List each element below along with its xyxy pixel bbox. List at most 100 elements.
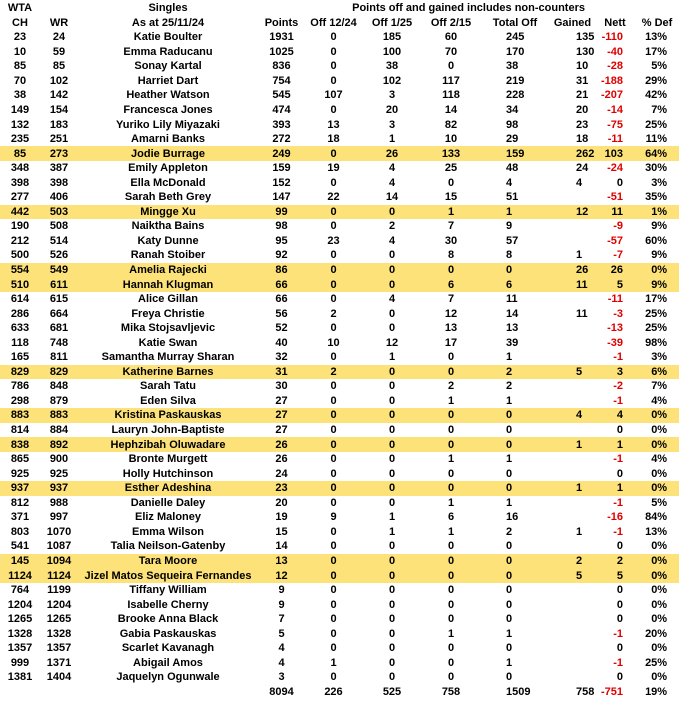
- table-cell: 2: [330, 307, 337, 320]
- table-cell: 277: [10, 191, 30, 204]
- table-cell: 132: [10, 118, 30, 131]
- table-cell: 0: [447, 351, 455, 364]
- table-cell: 82: [444, 118, 458, 131]
- table-cell: 997: [49, 511, 69, 524]
- player-name: Katie Boulter: [133, 31, 203, 44]
- table-row: 764 1199 Tiffany William 9 0 0 0 0 0 0%: [0, 583, 679, 598]
- table-row: 814 884 Lauryn John-Baptiste 27 0 0 0 0 0 0%: [0, 423, 679, 438]
- table-row: 286 664 Freya Christie 56 2 0 12 14 11 -3 25%: [0, 306, 679, 321]
- player-name: Sarah Tatu: [139, 380, 197, 393]
- player-name: Harriet Dart: [137, 74, 199, 87]
- column-header: CH: [12, 16, 28, 29]
- table-cell: 0: [330, 278, 337, 291]
- table-cell: 19%: [645, 685, 668, 698]
- table-cell: 25%: [645, 307, 668, 320]
- table-cell: 39: [506, 336, 519, 349]
- player-name: Amarni Banks: [131, 133, 205, 146]
- table-row: 70 102 Harriet Dart 754 0 102 117 219 31 -188 29%: [0, 74, 679, 89]
- table-cell: 70: [444, 45, 458, 58]
- player-name: Hephzibah Oluwadare: [110, 438, 226, 451]
- table-cell: [550, 452, 595, 467]
- table-cell: 159: [506, 147, 525, 160]
- table-cell: 2: [616, 554, 623, 567]
- table-cell: 0: [330, 671, 337, 684]
- table-cell: 398: [10, 176, 30, 189]
- table-cell: 503: [49, 205, 69, 218]
- table-cell: 0: [447, 540, 455, 553]
- table-cell: 398: [49, 176, 69, 189]
- table-row: 212 514 Katy Dunne 95 23 4 30 57 -57 60%: [0, 234, 679, 249]
- table-cell: 14: [444, 104, 458, 116]
- table-cell: -751: [600, 685, 623, 698]
- table-row: 1328 1328 Gabia Paskauskas 5 0 0 1 1 -1 20%: [0, 626, 679, 641]
- table-cell: 13: [444, 322, 458, 335]
- table-cell: 0: [447, 642, 455, 655]
- table-cell: 0: [330, 453, 337, 466]
- table-cell: 7: [447, 293, 455, 306]
- table-cell: 0: [388, 598, 396, 611]
- table-cell: 100: [382, 45, 402, 58]
- table-row: 838 892 Hephzibah Oluwadare 26 0 0 0 0 1 1 0%: [0, 437, 679, 452]
- table-cell: 15: [444, 191, 458, 204]
- table-cell: 59: [52, 45, 66, 58]
- table-cell: 25: [444, 162, 458, 175]
- table-cell: 0%: [651, 584, 668, 597]
- column-header: % Def: [641, 16, 673, 29]
- table-cell: 2: [506, 365, 513, 378]
- table-cell: 9: [278, 584, 285, 597]
- table-cell: 0: [388, 453, 396, 466]
- table-cell: -7: [613, 249, 623, 262]
- table-cell: 4: [576, 176, 583, 189]
- table-cell: [550, 321, 595, 336]
- table-cell: 92: [275, 249, 288, 262]
- player-name: Kristina Paskauskas: [114, 409, 222, 422]
- table-cell: 0: [330, 467, 337, 480]
- table-cell: 6%: [651, 365, 668, 378]
- table-cell: 1: [506, 627, 513, 640]
- table-cell: 999: [10, 656, 30, 669]
- table-cell: 0: [447, 409, 455, 422]
- table-cell: 20: [576, 104, 589, 116]
- table-cell: 1: [616, 482, 623, 495]
- table-row: 925 925 Holly Hutchinson 24 0 0 0 0 0 0%: [0, 466, 679, 481]
- table-cell: 0%: [651, 569, 668, 582]
- table-row: 1265 1265 Brooke Anna Black 7 0 0 0 0 0 0%: [0, 612, 679, 627]
- table-cell: -1: [613, 656, 623, 669]
- table-cell: 1: [447, 627, 455, 640]
- table-cell: 14: [275, 540, 288, 553]
- table-cell: 0: [388, 307, 396, 320]
- table-cell: [550, 379, 595, 394]
- player-name: Jodie Burrage: [131, 147, 205, 160]
- table-cell: 1404: [46, 671, 72, 684]
- table-cell: 38: [13, 89, 27, 102]
- table-cell: [550, 234, 595, 249]
- table-cell: 0: [388, 642, 396, 655]
- table-cell: 26: [275, 453, 288, 466]
- table-cell: 0: [330, 424, 337, 437]
- table-cell: [0, 685, 40, 700]
- table-cell: -110: [601, 31, 623, 44]
- table-cell: [550, 190, 595, 205]
- table-cell: 1: [506, 496, 513, 509]
- table-cell: 30: [275, 380, 288, 393]
- table-cell: 133: [441, 147, 461, 160]
- table-cell: 0: [330, 147, 337, 160]
- table-cell: 0: [388, 365, 396, 378]
- table-cell: -1: [613, 525, 623, 538]
- table-cell: 1: [447, 496, 455, 509]
- table-cell: [550, 510, 595, 525]
- table-cell: 1124: [47, 569, 71, 582]
- table-cell: 0: [506, 613, 513, 626]
- table-cell: 6: [506, 278, 513, 291]
- table-cell: 0: [616, 584, 623, 597]
- table-row: 803 1070 Emma Wilson 15 0 1 1 2 1 -1 13%: [0, 525, 679, 540]
- table-cell: 514: [49, 234, 69, 247]
- player-name: Bronte Murgett: [128, 453, 208, 466]
- table-cell: 23: [576, 118, 589, 131]
- table-row: 348 387 Emily Appleton 159 19 4 25 48 24 -24 30%: [0, 161, 679, 176]
- table-cell: 393: [272, 118, 291, 131]
- table-cell: 0: [388, 380, 396, 393]
- table-cell: 15: [275, 525, 288, 538]
- player-name: Tara Moore: [138, 554, 198, 567]
- table-cell: -14: [607, 104, 623, 116]
